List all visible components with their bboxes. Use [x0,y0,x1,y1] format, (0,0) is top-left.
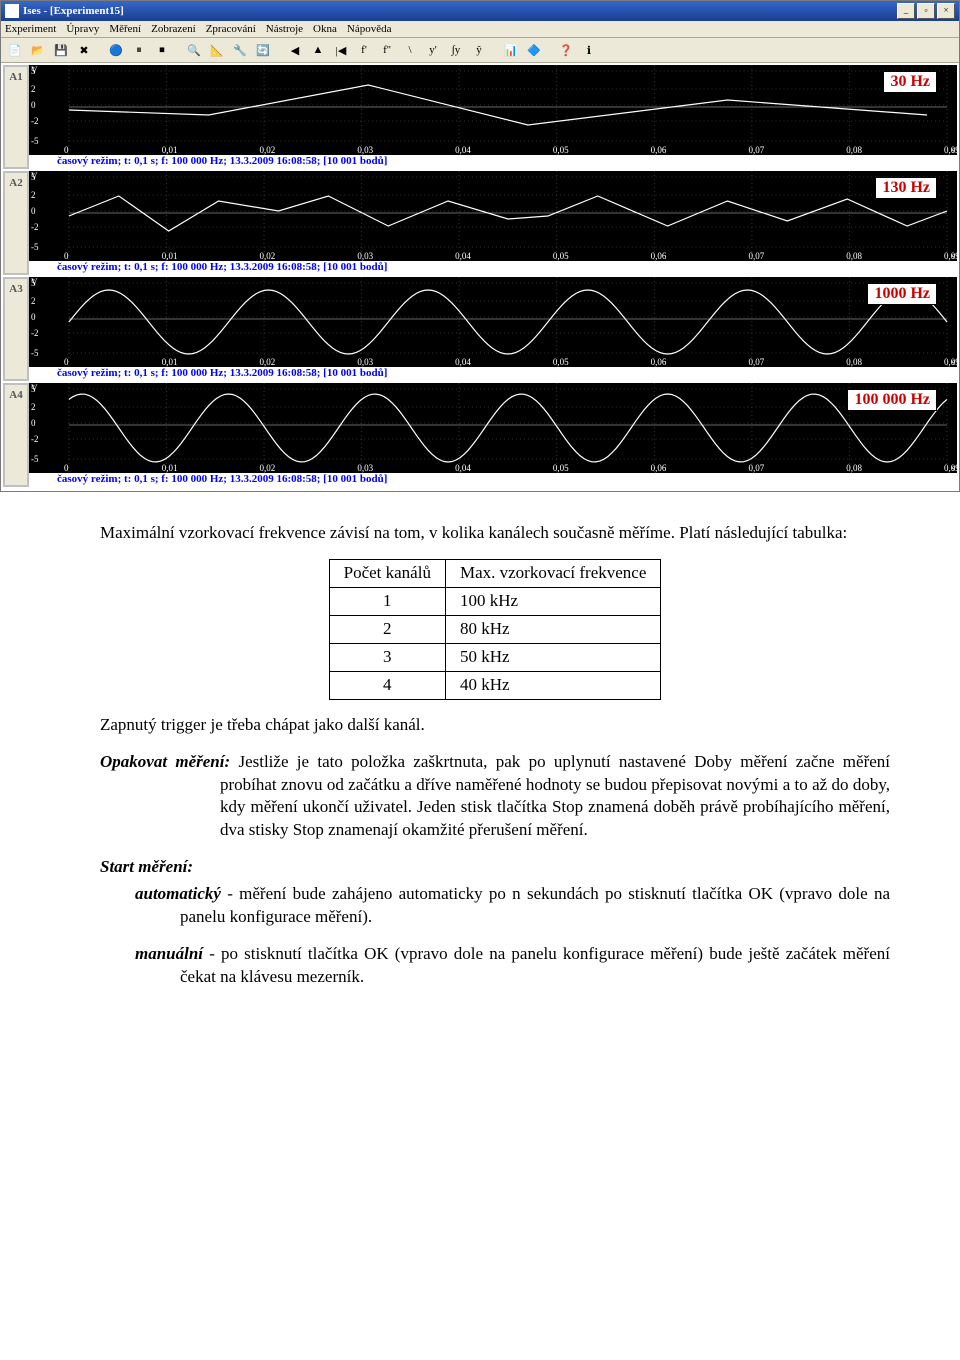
menu-item[interactable]: Nástroje [266,23,303,35]
chart-status: časový režim; t: 0,1 s; f: 100 000 Hz; 1… [29,473,957,487]
toolbar-button[interactable]: 🔧 [230,40,250,60]
frequency-badge: 1000 Hz [867,283,937,305]
menu-item[interactable]: Úpravy [66,23,99,35]
frequency-badge: 30 Hz [883,71,937,93]
toolbar-button[interactable]: ❓ [556,40,576,60]
menu-bar: Experiment Úpravy Měření Zobrazení Zpracován… [1,21,959,38]
menu-item[interactable]: Okna [313,23,337,35]
document-text: Maximální vzorkovací frekvence závisí na… [0,492,960,1033]
menu-item[interactable]: Zobrazení [151,23,196,35]
intro-p: Maximální vzorkovací frekvence závisí na… [100,522,890,545]
chart-plot[interactable]: V s 520-2-500,010,020,030,040,050,060,07… [29,171,957,261]
chart-status: časový režim; t: 0,1 s; f: 100 000 Hz; 1… [29,261,957,275]
app-title: Ises - [Experiment15] [23,5,124,17]
toolbar-button[interactable]: ŷ [469,40,489,60]
toolbar-button[interactable]: ▲ [308,40,328,60]
toolbar-button[interactable]: 📐 [207,40,227,60]
start-heading: Start měření: [100,857,193,876]
toolbar-button[interactable]: 💾 [51,40,71,60]
menu-item[interactable]: Nápověda [347,23,392,35]
toolbar-button[interactable]: 🔍 [184,40,204,60]
menu-item[interactable]: Zpracování [206,23,256,35]
channel-label: A4 [3,383,29,487]
toolbar-button[interactable]: \ [400,40,420,60]
app-icon [5,4,19,18]
manual-p: manuální - po stisknutí tlačítka OK (vpr… [100,943,890,989]
frequency-badge: 130 Hz [875,177,937,199]
toolbar-button[interactable]: 📄 [5,40,25,60]
menu-item[interactable]: Experiment [5,23,56,35]
toolbar-button[interactable]: 📂 [28,40,48,60]
frequency-badge: 100 000 Hz [847,389,937,411]
minimize-button[interactable]: _ [897,3,915,19]
chart-plot[interactable]: V s 520-2-500,010,020,030,040,050,060,07… [29,65,957,155]
toolbar-button[interactable]: y' [423,40,443,60]
toolbar-button[interactable]: 📊 [501,40,521,60]
channel-label: A3 [3,277,29,381]
toolbar-button[interactable]: ✖ [74,40,94,60]
toolbar-button[interactable]: f'' [377,40,397,60]
close-button[interactable]: × [937,3,955,19]
toolbar: 📄📂💾✖ 🔵⏸⏹ 🔍📐🔧🔄 ◀▲|◀f'f''\y'∫yŷ 📊🔷 ❓ℹ [1,38,959,63]
maximize-button[interactable]: ▫ [917,3,935,19]
chart-plot[interactable]: V s 520-2-500,010,020,030,040,050,060,07… [29,277,957,367]
toolbar-button[interactable]: f' [354,40,374,60]
auto-p: automatický - měření bude zahájeno autom… [100,883,890,929]
toolbar-button[interactable]: 🔄 [253,40,273,60]
trigger-note: Zapnutý trigger je třeba chápat jako dal… [100,714,890,737]
toolbar-button[interactable]: ⏸ [129,40,149,60]
title-bar: Ises - [Experiment15] _ ▫ × [1,1,959,21]
opakovat-p: Opakovat měření: Jestliže je tato položk… [100,751,890,843]
toolbar-button[interactable]: ∫y [446,40,466,60]
toolbar-button[interactable]: ◀ [285,40,305,60]
chart-plot[interactable]: V s 520-2-500,010,020,030,040,050,060,07… [29,383,957,473]
chart-status: časový režim; t: 0,1 s; f: 100 000 Hz; 1… [29,367,957,381]
menu-item[interactable]: Měření [109,23,141,35]
toolbar-button[interactable]: |◀ [331,40,351,60]
toolbar-button[interactable]: 🔵 [106,40,126,60]
channel-label: A2 [3,171,29,275]
channel-label: A1 [3,65,29,169]
toolbar-button[interactable]: 🔷 [524,40,544,60]
toolbar-button[interactable]: ℹ [579,40,599,60]
chart-status: časový režim; t: 0,1 s; f: 100 000 Hz; 1… [29,155,957,169]
toolbar-button[interactable]: ⏹ [152,40,172,60]
frequency-table: Počet kanálůMax. vzorkovací frekvence 11… [329,559,662,700]
